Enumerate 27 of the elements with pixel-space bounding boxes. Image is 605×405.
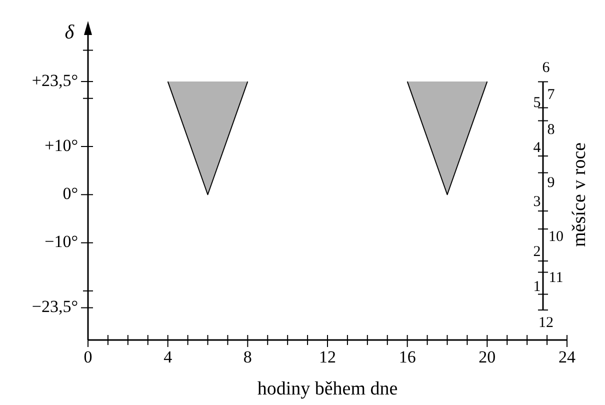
y-tick-label: +10°	[44, 136, 78, 155]
annotation: 9	[547, 174, 555, 191]
annotation: 6	[542, 60, 550, 76]
annotation: 12	[538, 314, 554, 331]
x-axis-title: hodiny během dne	[257, 378, 398, 400]
annotation: 11	[548, 270, 564, 286]
y-tick-label: 0°	[62, 184, 78, 204]
y-tick-label: +23,5°	[32, 71, 78, 90]
text: měsíce v roce	[568, 142, 590, 247]
y-tick-label: −10°	[44, 232, 78, 252]
x-tick-label: 20	[478, 348, 496, 367]
y-tick-label: −23,5°	[32, 297, 78, 316]
y-axis-title: δ	[64, 21, 75, 44]
annotation: 4	[533, 140, 542, 156]
annotation: 5	[533, 94, 541, 111]
annotation: 2	[533, 244, 541, 260]
annotation: 8	[547, 122, 555, 138]
x-tick-label: 0	[84, 348, 92, 367]
annotation: 1	[533, 278, 541, 295]
x-tick-label: 24	[558, 348, 576, 367]
x-tick-label: 16	[398, 348, 416, 367]
annotation: 3	[533, 194, 541, 210]
annotation: 7	[547, 86, 556, 103]
x-tick-label: 12	[319, 348, 336, 367]
x-tick-label: 8	[243, 348, 252, 367]
annotation: 10	[548, 228, 564, 245]
x-tick-label: 4	[164, 348, 173, 367]
